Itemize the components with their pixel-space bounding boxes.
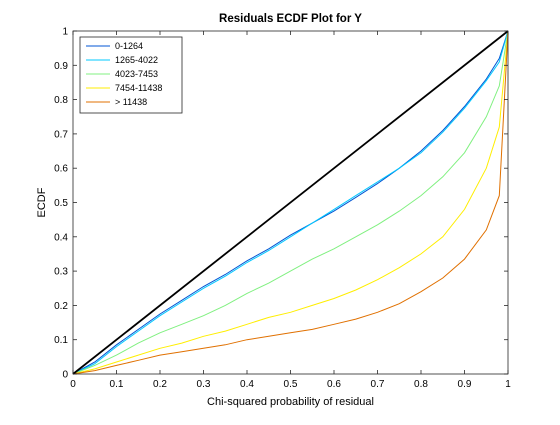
legend-box [79, 36, 183, 114]
y-tick-label: 0.3 [54, 267, 68, 278]
y-axis-label: ECDF [36, 187, 48, 217]
x-tick-label: 0.8 [414, 379, 428, 390]
legend: 0-1264 1265-4022 4023-7453 7454-11438 > 1143… [79, 36, 183, 114]
legend-label-5: > 11438 [115, 97, 147, 107]
legend-label-1: 0-1264 [115, 41, 143, 51]
x-tick-label: 0.7 [371, 379, 385, 390]
y-tick-label: 0.4 [54, 232, 68, 243]
x-tick-label: 1 [505, 379, 511, 390]
x-axis-label: Chi-squared probability of residual [207, 396, 374, 408]
chart-marks [72, 30, 509, 375]
y-tick-label: 0.8 [54, 95, 68, 106]
series-line-2 [72, 30, 509, 375]
y-tick-label: 1 [62, 27, 68, 38]
x-tick-label: 0.3 [197, 379, 211, 390]
series-line-1 [72, 30, 509, 375]
y-tick-label: 0.5 [54, 198, 68, 209]
reference-diagonal-line [72, 30, 509, 375]
chart-title: Residuals ECDF Plot for Y [219, 13, 362, 25]
y-tick-label: 0.9 [54, 61, 68, 72]
series-line-3 [72, 30, 509, 375]
y-tick-label: 0.6 [54, 164, 68, 175]
legend-label-2: 1265-4022 [115, 55, 158, 65]
y-tick-label: 0.7 [54, 129, 68, 140]
series-line-5 [72, 30, 509, 375]
y-tick-label: 0.1 [54, 335, 68, 346]
x-tick-label: 0.5 [284, 379, 298, 390]
x-tick-label: 0.9 [458, 379, 472, 390]
x-tick-label: 0.4 [240, 379, 254, 390]
y-tick-label: 0 [62, 370, 68, 381]
x-tick-label: 0.1 [110, 379, 124, 390]
x-tick-label: 0.6 [327, 379, 341, 390]
x-tick-label: 0.2 [153, 379, 167, 390]
legend-label-3: 4023-7453 [115, 69, 158, 79]
x-tick-label: 0 [70, 379, 76, 390]
legend-label-4: 7454-11438 [115, 83, 162, 93]
series-line-4 [72, 30, 509, 375]
y-tick-label: 0.2 [54, 301, 68, 312]
axis-ticks: 0 0.1 0.2 0.3 0.4 0.5 0.6 0.7 0.8 0.9 1 0 0.1 0.2 0.3 0… [54, 27, 511, 391]
